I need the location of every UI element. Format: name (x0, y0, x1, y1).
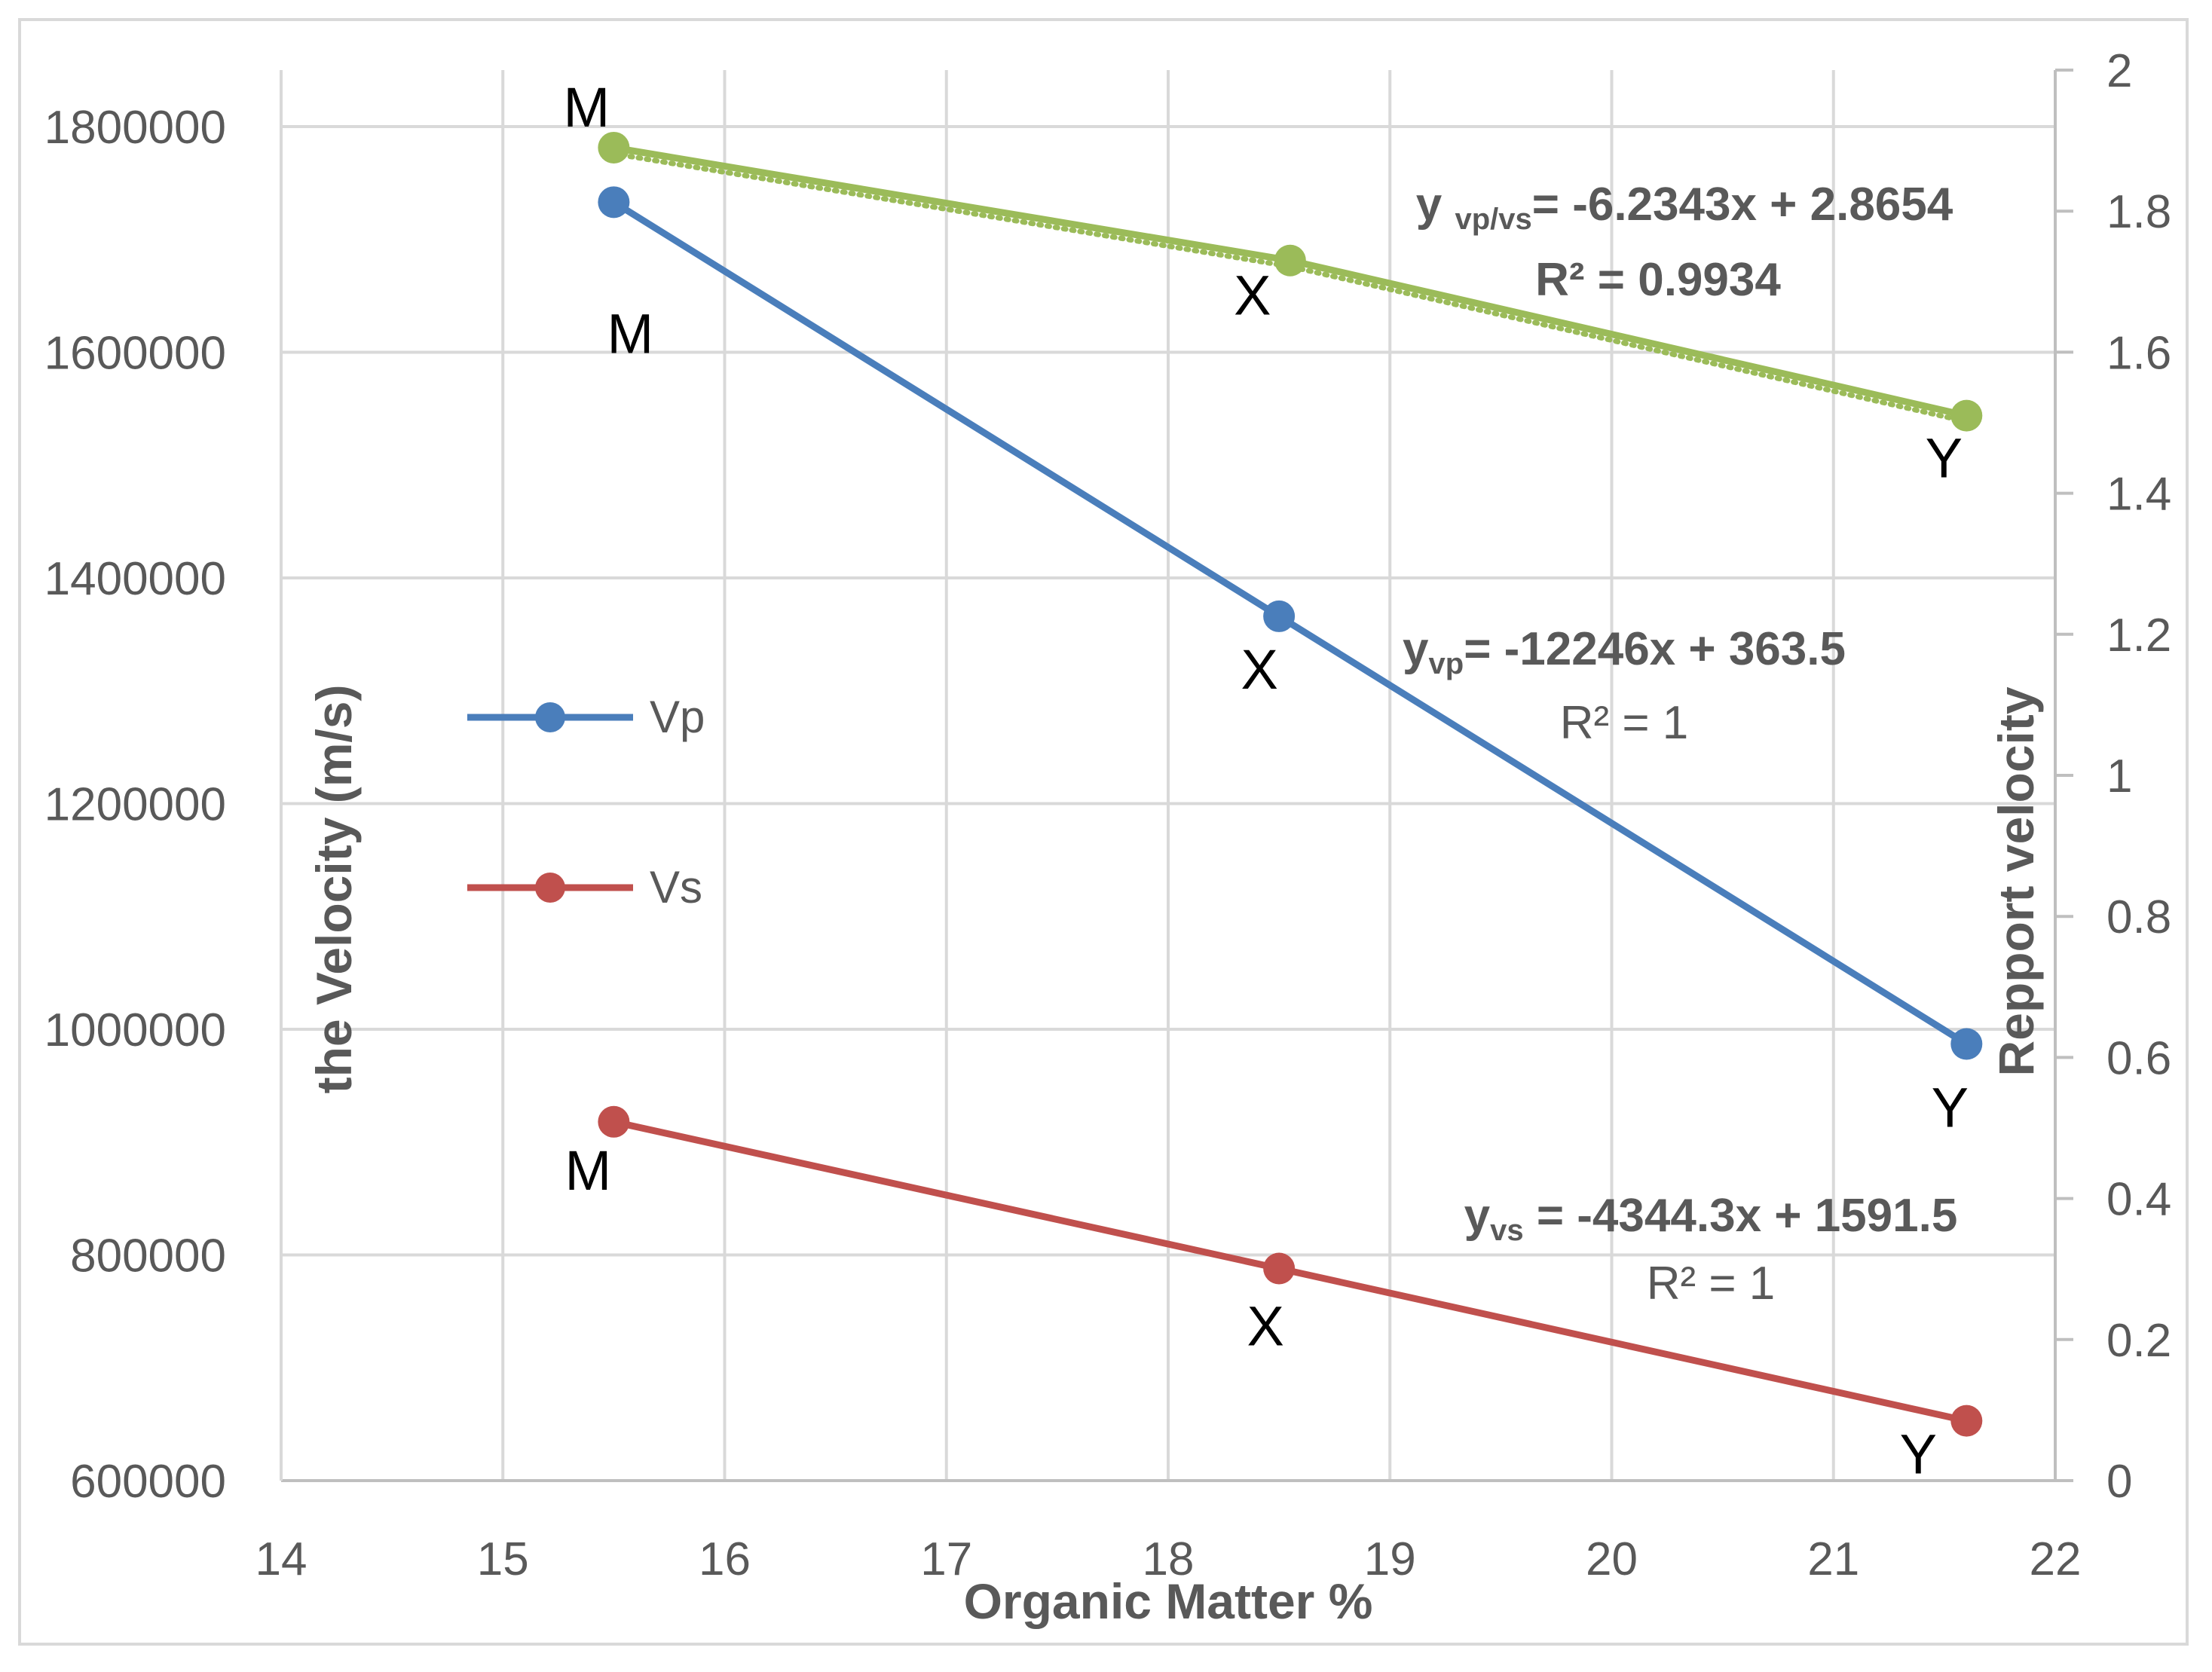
y-tick-label: 1000000 (44, 1004, 226, 1056)
x-tick-label: 21 (1807, 1533, 1859, 1585)
legend-vp-marker (535, 702, 565, 732)
data-point (1263, 600, 1296, 632)
legend: Vp Vs (467, 692, 705, 912)
data-point (1950, 399, 1983, 432)
axes: 14 15 16 17 18 19 20 21 226000008000001000000120… (44, 45, 2172, 1585)
y2-tick-label: 0.8 (2106, 891, 2171, 943)
chart-frame (18, 18, 2189, 1646)
r2-vs: R² = 1 (1647, 1258, 1776, 1310)
equation-vp-vs: y vp/vs= -6.2343x + 2.8654 (1416, 179, 1953, 236)
x-tick-label: 19 (1364, 1533, 1416, 1585)
r2-vp: R² = 1 (1560, 697, 1689, 749)
point-label: Y (1900, 1423, 1937, 1486)
point-label: M (564, 76, 610, 139)
legend-vs-label: Vs (650, 862, 702, 912)
y2-tick-label: 1.6 (2106, 327, 2171, 379)
y-tick-label: 600000 (70, 1456, 226, 1508)
legend-vs-marker (535, 873, 565, 903)
point-label: X (1234, 264, 1271, 327)
y2-tick-label: 1 (2106, 750, 2132, 802)
x-tick-label: 18 (1143, 1533, 1195, 1585)
y2-tick-label: 0.6 (2106, 1032, 2171, 1084)
point-labels: M X Y M X Y M X Y (564, 76, 1969, 1486)
x-tick-label: 20 (1586, 1533, 1638, 1585)
y2-tick-label: 0 (2106, 1456, 2132, 1508)
y2-tick-label: 2 (2106, 45, 2132, 97)
data-point (1263, 1252, 1296, 1285)
y2-tick-label: 1.4 (2106, 469, 2171, 521)
y2-tick-label: 1.2 (2106, 610, 2171, 662)
point-label: M (607, 302, 654, 365)
grid (281, 70, 2057, 1481)
point-label: X (1241, 638, 1277, 701)
data-point (1274, 244, 1306, 277)
data-point (1950, 1405, 1983, 1437)
y-tick-label: 1600000 (44, 328, 226, 380)
equation-vs: yvs = -4344.3x + 1591.5 (1464, 1190, 1958, 1247)
point-label: Y (1926, 427, 1963, 490)
y2-axis-title: Repport velocity (1988, 686, 2044, 1076)
x-tick-label: 15 (477, 1533, 529, 1585)
y2-tick-label: 1.8 (2106, 186, 2171, 238)
equation-vp: yvp= -12246x + 363.5 (1403, 623, 1846, 680)
y-tick-label: 800000 (70, 1230, 226, 1282)
series (598, 131, 1983, 1437)
point-label: M (565, 1139, 612, 1202)
y2-tick-label: 0.2 (2106, 1315, 2171, 1367)
y-axis-title: the Velocity (m/s) (306, 685, 362, 1094)
y-tick-label: 1800000 (44, 102, 226, 154)
point-label: Y (1932, 1076, 1969, 1139)
x-tick-label: 14 (255, 1533, 307, 1585)
point-label: X (1247, 1295, 1283, 1357)
y2-tick-label: 0.4 (2106, 1174, 2171, 1226)
data-point (598, 186, 630, 219)
y-tick-label: 1200000 (44, 779, 226, 831)
x-tick-label: 22 (2030, 1533, 2082, 1585)
data-point (598, 131, 630, 164)
r2-vp-vs: R² = 0.9934 (1535, 254, 1781, 306)
x-tick-label: 16 (699, 1533, 751, 1585)
data-point (1950, 1028, 1983, 1060)
x-axis-title: Organic Matter % (964, 1573, 1373, 1629)
data-point (598, 1105, 630, 1138)
y-tick-label: 1400000 (44, 553, 226, 605)
legend-vp-label: Vp (650, 692, 705, 742)
x-tick-label: 17 (920, 1533, 972, 1585)
